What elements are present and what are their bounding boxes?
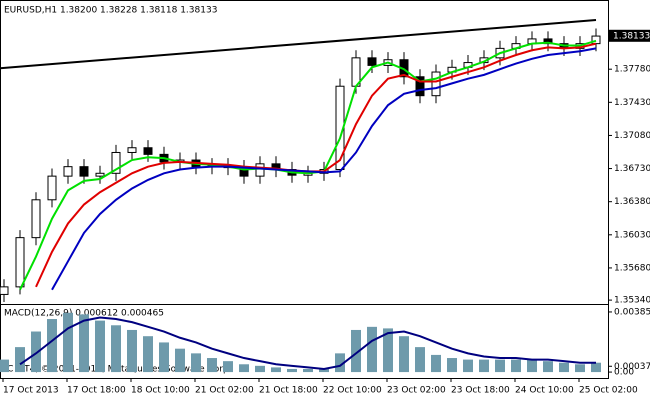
y-tick-label: 1.35680	[614, 263, 650, 273]
x-tick-label: 24 Oct 10:00	[515, 386, 574, 396]
macd-bar	[127, 329, 137, 373]
macd-bar	[95, 320, 105, 373]
macd-bar	[31, 331, 41, 373]
candle-body	[63, 166, 73, 177]
macd-bar	[351, 329, 361, 373]
macd-bar	[527, 359, 537, 373]
candle-body	[143, 147, 153, 155]
macd-bar	[79, 314, 89, 373]
macd-bar	[63, 312, 73, 373]
y-tick-label: 1.37780	[614, 65, 650, 75]
candle-body	[127, 147, 137, 153]
macd-bar	[591, 362, 601, 373]
macd-bar	[255, 365, 265, 373]
macd-bar	[543, 361, 553, 373]
candle-body	[95, 172, 105, 177]
y-tick-label: 1.36730	[614, 164, 650, 174]
last-price-label: 1.38133	[613, 31, 650, 41]
x-tick-label: 23 Oct 18:00	[451, 386, 510, 396]
x-tick-label: 17 Oct 2013	[3, 386, 59, 396]
y-tick-label: 0.000372	[614, 362, 650, 372]
y-tick-label: 1.37080	[614, 131, 650, 141]
macd-bar	[287, 368, 297, 373]
y-tick-label: 0.00	[614, 368, 634, 378]
macd-bar	[463, 359, 473, 373]
macd-title: MACD(12,26,9) 0.000612 0.000465	[4, 309, 164, 319]
macd-bar	[143, 336, 153, 373]
macd-bar	[335, 353, 345, 373]
macd-bar	[399, 336, 409, 373]
macd-bar	[271, 367, 281, 373]
candle-body	[431, 71, 441, 97]
x-tick-label: 21 Oct 18:00	[259, 386, 318, 396]
x-tick-label: 25 Oct 02:00	[579, 386, 638, 396]
macd-bar	[47, 319, 57, 373]
x-tick-label: 18 Oct 10:00	[131, 386, 190, 396]
macd-bar	[207, 358, 217, 373]
macd-bar	[111, 325, 121, 373]
macd-bar	[15, 347, 25, 373]
x-tick-label: 21 Oct 02:00	[195, 386, 254, 396]
macd-bar	[223, 361, 233, 373]
x-tick-label: 23 Oct 02:00	[387, 386, 446, 396]
candle-body	[0, 286, 9, 295]
macd-bar	[431, 354, 441, 373]
candle-body	[31, 199, 41, 239]
trendline	[0, 18, 597, 70]
moving-average	[51, 47, 597, 291]
macd-bar	[559, 362, 569, 373]
last-price-box	[609, 29, 650, 42]
candle-body	[79, 166, 89, 177]
candle-body	[255, 163, 265, 177]
candle-body	[415, 76, 425, 97]
candle-body	[367, 57, 377, 66]
macd-bar	[303, 368, 313, 373]
y-tick-label: 1.36380	[614, 197, 650, 207]
macd-bar	[511, 359, 521, 373]
macd-bar	[415, 347, 425, 373]
macd-bar	[159, 342, 169, 373]
macd-bar	[479, 359, 489, 373]
y-tick-label: 1.37430	[614, 98, 650, 108]
moving-average	[19, 39, 597, 291]
y-tick-label: 0.003854	[614, 307, 650, 317]
x-tick-label: 22 Oct 10:00	[323, 386, 382, 396]
x-tick-label: 17 Oct 18:00	[67, 386, 126, 396]
macd-bar	[175, 348, 185, 373]
macd-bar	[383, 328, 393, 373]
y-tick-label: 1.36030	[614, 230, 650, 240]
chart-title: EURUSD,H1 1.38200 1.38228 1.38118 1.3813…	[4, 6, 217, 16]
candle-body	[47, 175, 57, 201]
frame	[0, 0, 609, 379]
macd-bar	[319, 368, 329, 373]
macd-bar	[495, 359, 505, 373]
macd-bar	[239, 364, 249, 373]
candle-body	[111, 151, 121, 174]
macd-bar	[447, 358, 457, 373]
y-tick-label: 1.35340	[614, 296, 650, 306]
macd-bar	[575, 364, 585, 373]
macd-signal	[19, 316, 596, 370]
candle-body	[15, 237, 25, 288]
macd-bar	[0, 359, 9, 373]
macd-bar	[367, 326, 377, 373]
macd-bar	[191, 353, 201, 373]
